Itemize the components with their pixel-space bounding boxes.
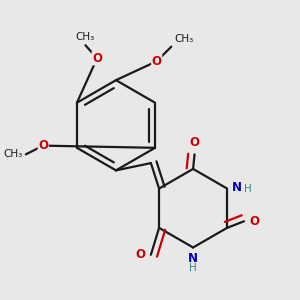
Text: O: O	[136, 248, 146, 261]
Text: N: N	[232, 181, 242, 194]
Text: CH₃: CH₃	[4, 149, 23, 159]
Text: O: O	[92, 52, 102, 65]
Text: O: O	[38, 139, 48, 152]
Text: CH₃: CH₃	[76, 32, 95, 42]
Text: O: O	[190, 136, 200, 148]
Text: H: H	[189, 263, 197, 273]
Text: O: O	[152, 55, 162, 68]
Text: CH₃: CH₃	[174, 34, 194, 44]
Text: O: O	[249, 215, 259, 228]
Text: H: H	[244, 184, 252, 194]
Text: N: N	[188, 252, 198, 265]
